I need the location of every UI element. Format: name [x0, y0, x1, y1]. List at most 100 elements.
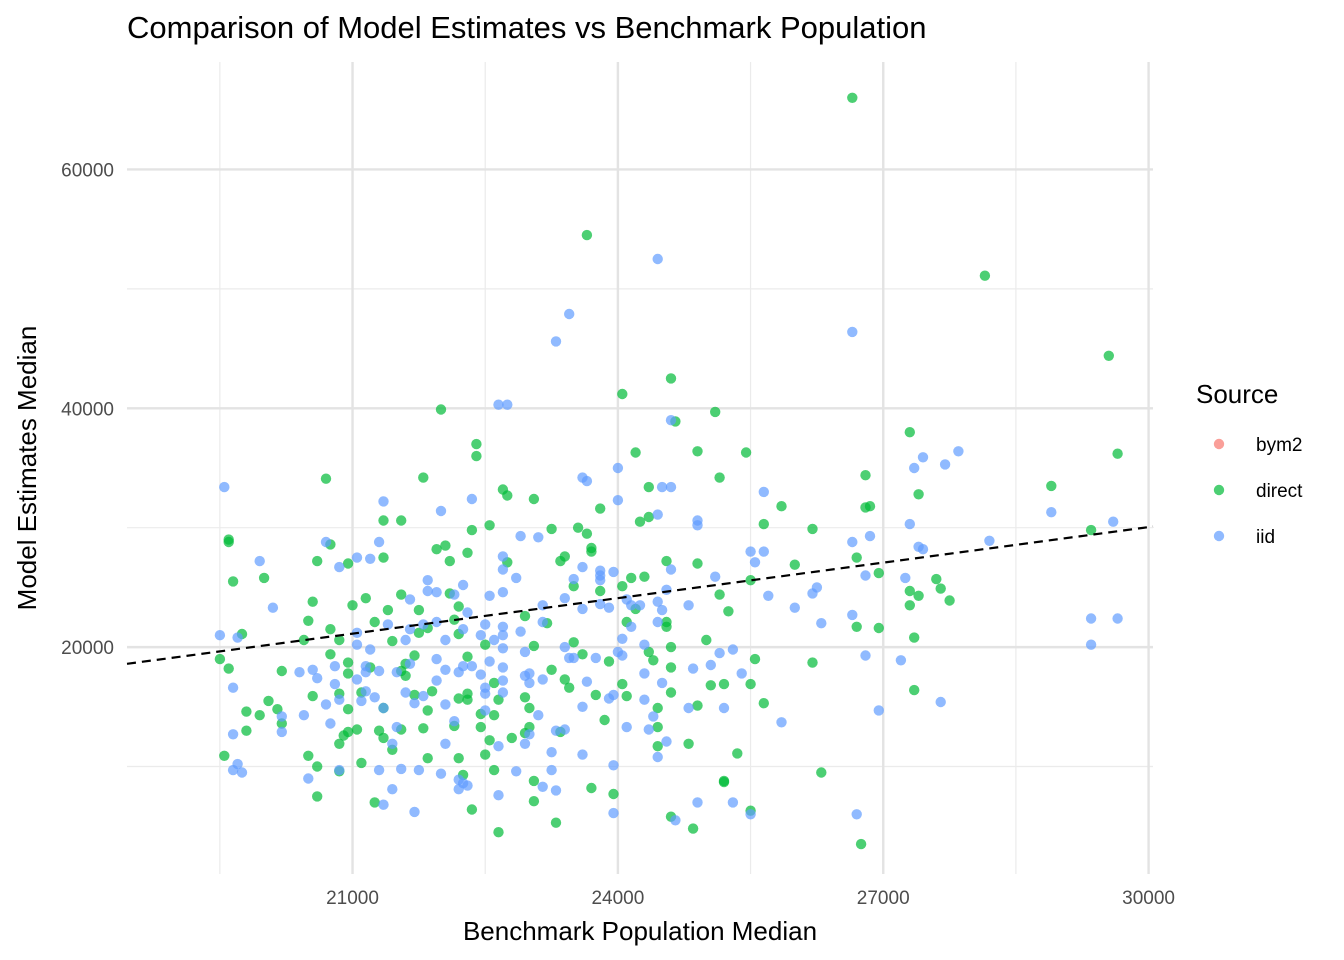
point-iid: [497, 687, 509, 698]
point-direct: [1103, 350, 1115, 361]
point-iid: [546, 764, 557, 776]
point-direct: [546, 523, 557, 535]
point-direct: [462, 688, 473, 699]
point-direct: [488, 677, 500, 689]
point-iid: [1085, 639, 1097, 650]
point-iid: [577, 561, 588, 573]
point-iid: [953, 446, 964, 457]
point-iid: [860, 650, 871, 661]
point-direct: [555, 555, 566, 567]
point-direct: [665, 687, 677, 698]
point-direct: [714, 472, 725, 483]
point-iid: [391, 667, 402, 678]
point-direct: [626, 572, 637, 584]
point-iid: [294, 667, 305, 678]
point-direct: [312, 555, 323, 567]
point-direct: [745, 678, 756, 690]
reference-line: [126, 525, 1154, 665]
point-iid: [652, 616, 663, 628]
point-iid: [493, 790, 504, 801]
point-iid: [909, 462, 920, 474]
point-direct: [519, 610, 531, 622]
point-iid: [533, 710, 544, 721]
point-direct: [559, 674, 570, 685]
point-direct: [608, 788, 619, 800]
point-direct: [396, 589, 407, 600]
point-direct: [276, 665, 287, 677]
point-iid: [568, 573, 579, 585]
point-direct: [378, 732, 389, 744]
point-direct: [701, 634, 712, 646]
point-iid: [758, 486, 769, 498]
point-direct: [378, 515, 389, 526]
point-iid: [219, 481, 230, 493]
point-iid: [232, 632, 243, 643]
point-direct: [475, 721, 486, 733]
point-iid: [652, 253, 663, 265]
point-iid: [449, 589, 460, 600]
point-direct: [740, 447, 752, 458]
point-iid: [360, 667, 371, 678]
point-iid: [626, 600, 637, 611]
point-direct: [431, 544, 442, 555]
point-iid: [665, 564, 677, 575]
point-iid: [493, 741, 504, 752]
point-direct: [979, 270, 991, 281]
point-direct: [643, 481, 654, 493]
point-iid: [608, 760, 619, 771]
point-iid: [581, 475, 593, 487]
point-iid: [652, 751, 663, 763]
point-iid: [435, 505, 447, 517]
point-iid: [497, 621, 509, 632]
point-iid: [816, 618, 827, 629]
point-iid: [227, 764, 239, 776]
point-direct: [418, 723, 429, 734]
point-iid: [533, 532, 544, 543]
point-direct: [466, 804, 478, 815]
point-iid: [457, 624, 469, 635]
point-direct: [665, 373, 677, 384]
point-direct: [1112, 448, 1123, 459]
point-iid: [488, 634, 500, 646]
point-iid: [365, 644, 376, 655]
point-iid: [515, 626, 526, 637]
point-iid: [524, 668, 535, 679]
data-points: [214, 92, 1123, 850]
point-direct: [356, 757, 367, 769]
point-iid: [276, 726, 287, 738]
point-direct: [444, 555, 455, 567]
point-iid: [661, 736, 672, 747]
point-direct: [718, 775, 730, 787]
legend: Source bym2 direct iid: [1196, 379, 1303, 548]
point-iid: [497, 675, 509, 686]
point-iid: [497, 564, 509, 575]
point-direct: [453, 601, 464, 612]
point-iid: [502, 399, 513, 410]
point-direct: [652, 721, 663, 733]
point-iid: [497, 643, 509, 654]
point-direct: [621, 690, 632, 702]
point-direct: [661, 621, 672, 632]
point-iid: [537, 781, 548, 792]
point-direct: [528, 493, 540, 505]
point-iid: [431, 587, 442, 598]
point-iid: [648, 711, 659, 722]
point-iid: [847, 609, 858, 621]
y-tick-label: 40000: [61, 399, 114, 420]
point-iid: [236, 767, 248, 778]
point-direct: [581, 229, 593, 241]
point-iid: [497, 630, 509, 641]
point-direct: [718, 678, 730, 690]
point-iid: [537, 600, 548, 611]
x-tick-label: 30000: [1122, 888, 1175, 909]
point-direct: [789, 559, 800, 570]
y-axis-title: Model Estimates Median: [12, 326, 42, 611]
point-direct: [360, 593, 371, 604]
point-direct: [665, 641, 677, 653]
legend-key-bym2: [1213, 438, 1225, 450]
x-axis-title: Benchmark Population Median: [463, 916, 817, 946]
point-direct: [595, 585, 606, 597]
point-direct: [816, 767, 827, 778]
point-direct: [227, 576, 239, 587]
point-direct: [413, 604, 425, 616]
